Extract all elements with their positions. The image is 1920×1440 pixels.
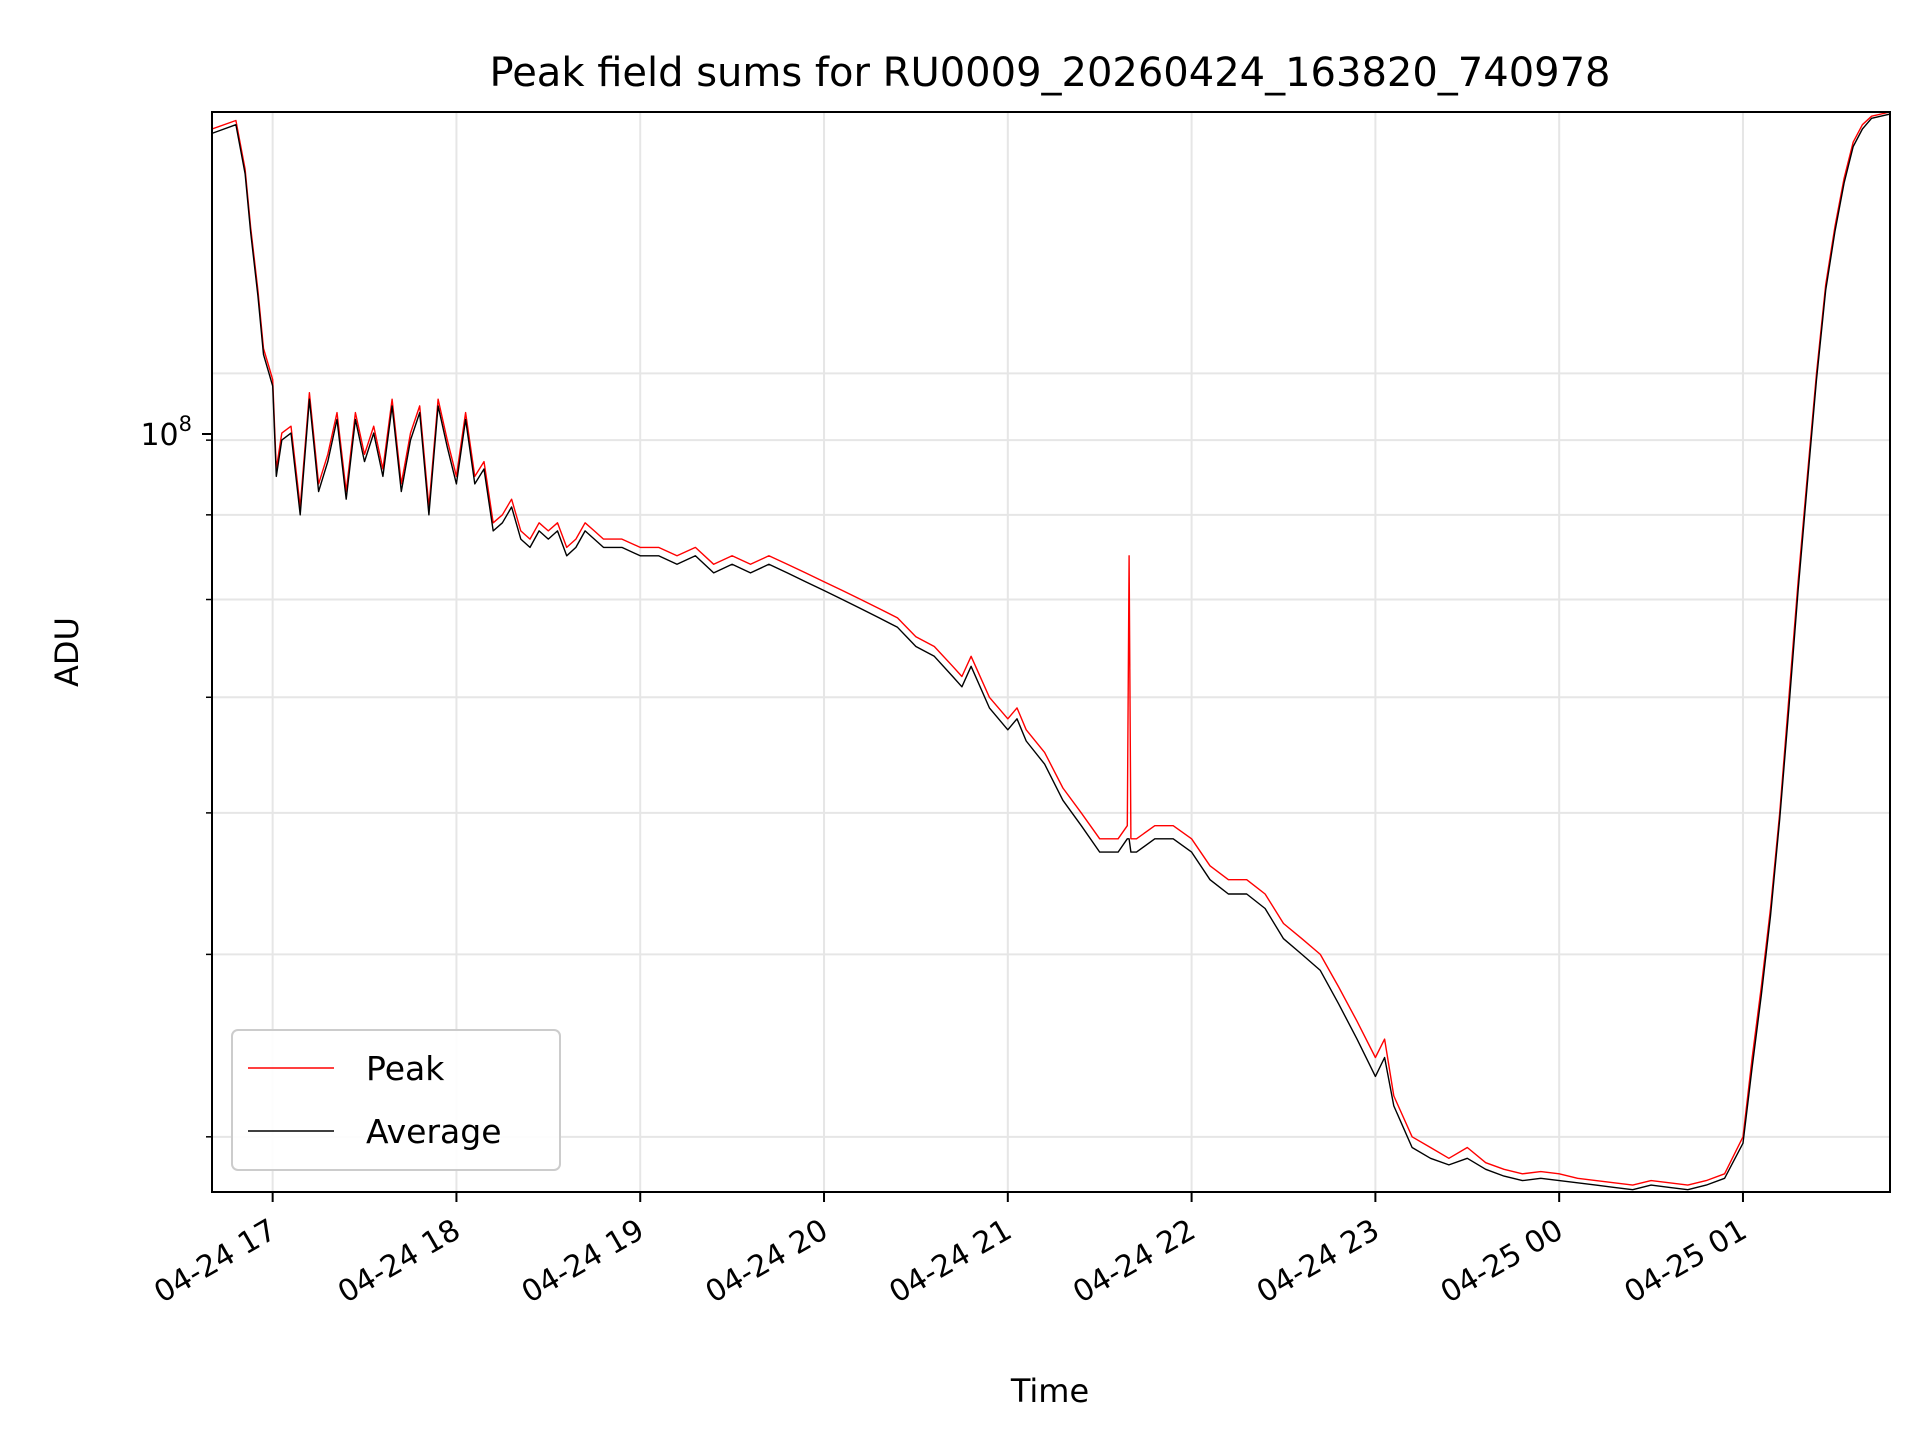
legend-box bbox=[231, 1029, 561, 1171]
series-line-average bbox=[211, 113, 1891, 1191]
legend: Peak Average bbox=[231, 1029, 561, 1171]
x-axis-label: Time bbox=[1010, 1372, 1089, 1410]
legend-average-label: Average bbox=[366, 1112, 502, 1151]
series-layer bbox=[211, 111, 1891, 1191]
chart-title: Peak field sums for RU0009_20260424_1638… bbox=[490, 50, 1611, 96]
y-tick-label: 108 bbox=[140, 412, 192, 453]
series-line-peak bbox=[211, 111, 1891, 1186]
y-axis: 108 bbox=[140, 412, 212, 453]
y-axis-label: ADU bbox=[48, 617, 86, 687]
y-tick-base: 10 bbox=[140, 418, 178, 453]
plot-frame bbox=[211, 111, 1891, 1193]
legend-peak-label: Peak bbox=[366, 1049, 445, 1088]
grid bbox=[206, 112, 1890, 1192]
plot-area bbox=[212, 112, 1890, 1192]
y-tick-exponent: 8 bbox=[179, 412, 192, 436]
